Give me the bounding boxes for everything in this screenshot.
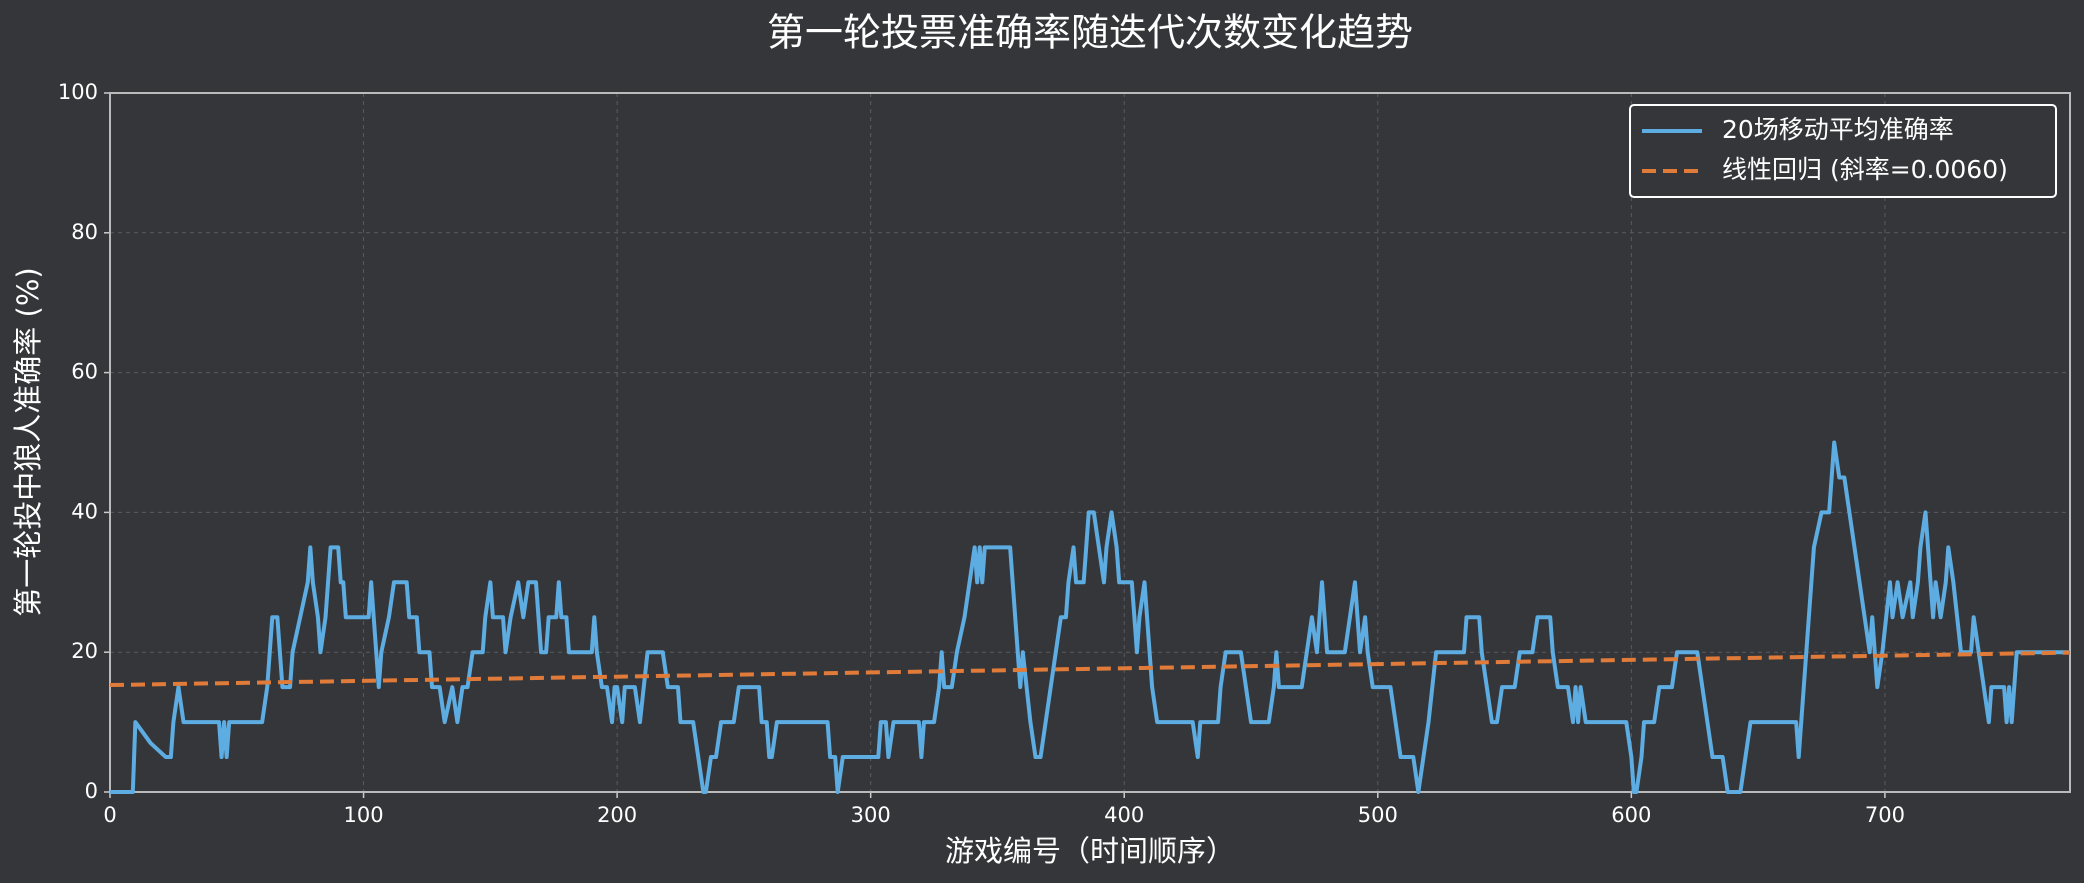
x-tick-label: 100 xyxy=(344,803,384,827)
legend-box xyxy=(1629,104,2057,198)
legend-label: 线性回归 (斜率=0.0060) xyxy=(1722,155,2008,184)
chart-title: 第一轮投票准确率随迭代次数变化趋势 xyxy=(767,11,1413,55)
y-tick-label: 60 xyxy=(71,360,98,384)
x-tick-label: 400 xyxy=(1104,803,1144,827)
y-axis-label: 第一轮投中狼人准确率 (%) xyxy=(11,267,45,616)
x-axis-label: 游戏编号（时间顺序） xyxy=(945,834,1235,868)
x-tick-label: 300 xyxy=(851,803,891,827)
x-tick-label: 700 xyxy=(1865,803,1905,827)
y-tick-label: 0 xyxy=(85,779,98,803)
data-line xyxy=(109,650,2071,688)
y-tick-label: 40 xyxy=(71,499,98,523)
data-line xyxy=(110,440,2070,794)
x-tick-label: 600 xyxy=(1611,803,1651,827)
x-tick-label: 200 xyxy=(597,803,637,827)
y-tick-label: 20 xyxy=(71,639,98,663)
x-tick-label: 500 xyxy=(1358,803,1398,827)
y-tick-label: 100 xyxy=(58,80,98,104)
legend-label: 20场移动平均准确率 xyxy=(1722,115,1954,144)
plot-frame xyxy=(109,92,2071,793)
x-tick-label: 0 xyxy=(103,803,116,827)
y-tick-label: 80 xyxy=(71,220,98,244)
